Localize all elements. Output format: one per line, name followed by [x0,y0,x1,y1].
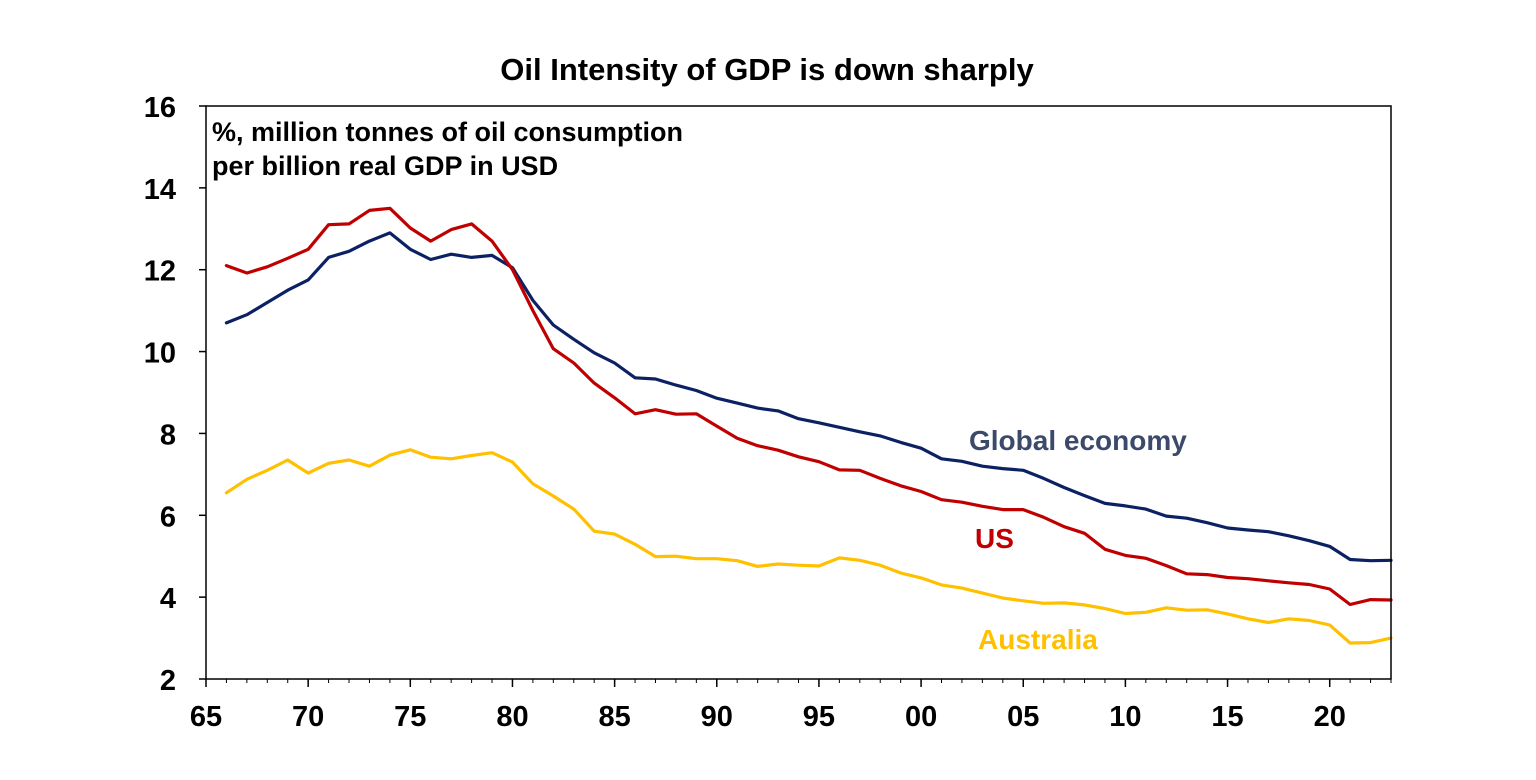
series-line-australia [224,448,1393,645]
x-tick-label: 10 [1109,701,1141,733]
series-labels: Global economy US Australia [969,425,1187,655]
x-tick-label: 85 [598,701,630,733]
x-tick-label: 70 [292,701,324,733]
series-line-us [224,206,1393,607]
x-tick-label: 05 [1007,701,1039,733]
series-layer [224,206,1393,645]
series-line-global-economy [224,231,1393,563]
series-label-australia: Australia [978,624,1098,655]
x-tick-label: 90 [701,701,733,733]
y-tick-label: 14 [144,174,176,206]
plot-frame [205,105,1392,680]
y-axis-unit-line-1: %, million tonnes of oil consumption [212,117,683,147]
y-tick-label: 12 [144,256,176,288]
series-label-global-economy: Global economy [969,425,1187,456]
x-tick-label: 75 [394,701,426,733]
y-tick-label: 10 [144,338,176,370]
x-tick-label: 20 [1314,701,1346,733]
x-tick-label: 95 [803,701,835,733]
y-tick-label: 4 [160,583,176,615]
y-tick-label: 6 [160,501,176,533]
y-tick-label: 8 [160,419,176,451]
axes: 2 4 6 8 10 12 14 16 65 70 75 80 85 90 95 00 05 10 15 20 [144,92,1392,733]
y-tick-label: 2 [160,665,176,697]
x-tick-label: 65 [190,701,222,733]
y-axis-unit-line-2: per billion real GDP in USD [212,151,558,181]
y-axis-unit-note: %, million tonnes of oil consumption per… [212,117,683,181]
x-tick-label: 00 [905,701,937,733]
y-tick-label: 16 [144,92,176,124]
x-tick-label: 15 [1211,701,1243,733]
x-tick-label: 80 [496,701,528,733]
chart-title: Oil Intensity of GDP is down sharply [500,52,1034,87]
series-label-us: US [975,523,1014,554]
